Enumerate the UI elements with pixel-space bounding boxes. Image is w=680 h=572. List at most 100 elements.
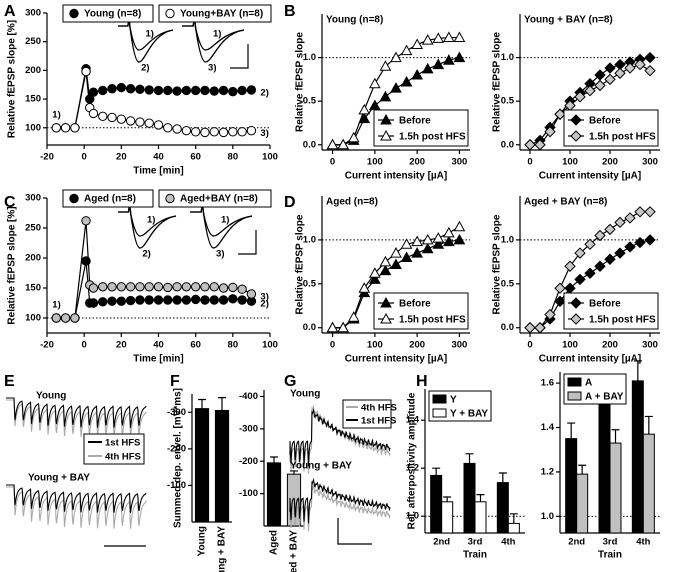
data-point <box>60 313 71 323</box>
inset-label: 3) <box>216 249 224 260</box>
x-tick-label: 2nd <box>433 537 450 548</box>
y-tick-label: 0.0 <box>501 139 514 150</box>
legend-label: A + BAY <box>585 392 624 403</box>
data-point <box>246 289 257 299</box>
x-tick-label: 80 <box>228 340 239 351</box>
data-point <box>209 295 219 305</box>
panel-label: E <box>4 373 15 390</box>
chart-title: Young + BAY (n=8) <box>524 15 613 26</box>
error-bar <box>644 415 653 435</box>
data-point <box>421 242 434 254</box>
data-point <box>88 87 99 97</box>
data-point <box>116 82 127 93</box>
legend-marker <box>380 129 392 141</box>
legend-box <box>563 109 659 147</box>
legend-marker <box>69 8 79 19</box>
data-point <box>584 238 596 251</box>
panel-label: A <box>4 3 16 20</box>
y-tick-label: -200 <box>239 456 258 467</box>
bar <box>474 501 487 534</box>
data-point <box>98 111 108 122</box>
x-axis-label: Train <box>463 550 487 561</box>
data-point <box>135 282 145 292</box>
x-axis-label: Current intensity [µA] <box>345 171 447 182</box>
data-point <box>390 82 402 93</box>
data-point <box>218 295 229 305</box>
trace <box>6 486 147 529</box>
y-axis-label: Relative fEPSP slope [%] <box>7 20 18 138</box>
bar <box>463 462 476 534</box>
y-tick-label: -300 <box>167 407 186 418</box>
data-point <box>604 73 616 86</box>
legend-swatch <box>567 377 582 387</box>
x-tick-label: 0 <box>527 157 532 168</box>
data-point <box>564 260 576 272</box>
data-point <box>81 66 91 77</box>
data-point <box>88 298 99 308</box>
data-point <box>358 103 371 115</box>
data-point <box>237 85 247 96</box>
legend-label: Y <box>450 395 457 406</box>
y-tick-label: 1.0 <box>406 511 419 522</box>
data-point <box>411 38 423 50</box>
data-point <box>172 124 182 134</box>
data-point <box>107 112 117 123</box>
y-tick-label: 1.4 <box>406 415 420 426</box>
data-point <box>172 86 182 96</box>
data-point <box>614 67 626 79</box>
data-point <box>246 125 257 136</box>
legend-marker <box>69 193 79 204</box>
annotation: 1) <box>52 109 60 120</box>
legend-label: 1.5h post HFS <box>589 315 656 326</box>
data-point <box>81 216 91 226</box>
legend-swatch <box>432 408 447 418</box>
x-axis-label: Train <box>598 550 622 561</box>
data-point <box>604 253 616 265</box>
data-point <box>634 58 646 71</box>
data-point <box>200 127 210 138</box>
data-point <box>190 127 201 137</box>
y-tick-label: -100 <box>167 480 186 491</box>
x-tick-label: 0 <box>330 157 335 168</box>
bar <box>441 501 454 534</box>
bar <box>194 408 210 523</box>
data-point <box>116 296 127 306</box>
legend-label: 1.5h post HFS <box>399 315 466 326</box>
x-tick-label: 100 <box>562 340 578 351</box>
y-tick-label: 0.5 <box>501 278 515 289</box>
data-point <box>369 273 381 284</box>
bar <box>609 442 622 534</box>
y-tick-label: 1.0 <box>501 234 514 245</box>
data-point <box>390 247 402 258</box>
trace-label: Young <box>290 389 320 400</box>
data-point <box>190 294 201 305</box>
panel-label: G <box>284 373 296 390</box>
error-bar <box>578 464 587 475</box>
data-point <box>432 58 445 70</box>
trace-label: Young + BAY <box>28 473 90 484</box>
data-point <box>181 125 192 136</box>
y-tick-label: 300 <box>25 193 41 204</box>
data-point <box>209 86 219 96</box>
legend-label: 4th HFS <box>361 403 397 414</box>
data-point <box>369 77 381 89</box>
data-point <box>421 34 434 45</box>
error-bar <box>611 429 620 444</box>
legend-label: 1.5h post HFS <box>399 132 466 143</box>
data-point <box>584 85 596 97</box>
data-point <box>594 229 606 242</box>
data-point <box>218 127 229 138</box>
data-point <box>604 223 616 236</box>
data-point <box>116 282 127 292</box>
data-point <box>228 86 238 97</box>
legend-label: Before <box>589 116 621 127</box>
data-point <box>443 31 455 43</box>
data-point <box>228 294 238 304</box>
data-point <box>443 54 455 65</box>
inset-trace <box>182 17 245 63</box>
trace <box>289 483 391 532</box>
inset-label: 1) <box>213 29 221 40</box>
data-point <box>228 127 238 137</box>
panel-label: B <box>284 3 296 20</box>
